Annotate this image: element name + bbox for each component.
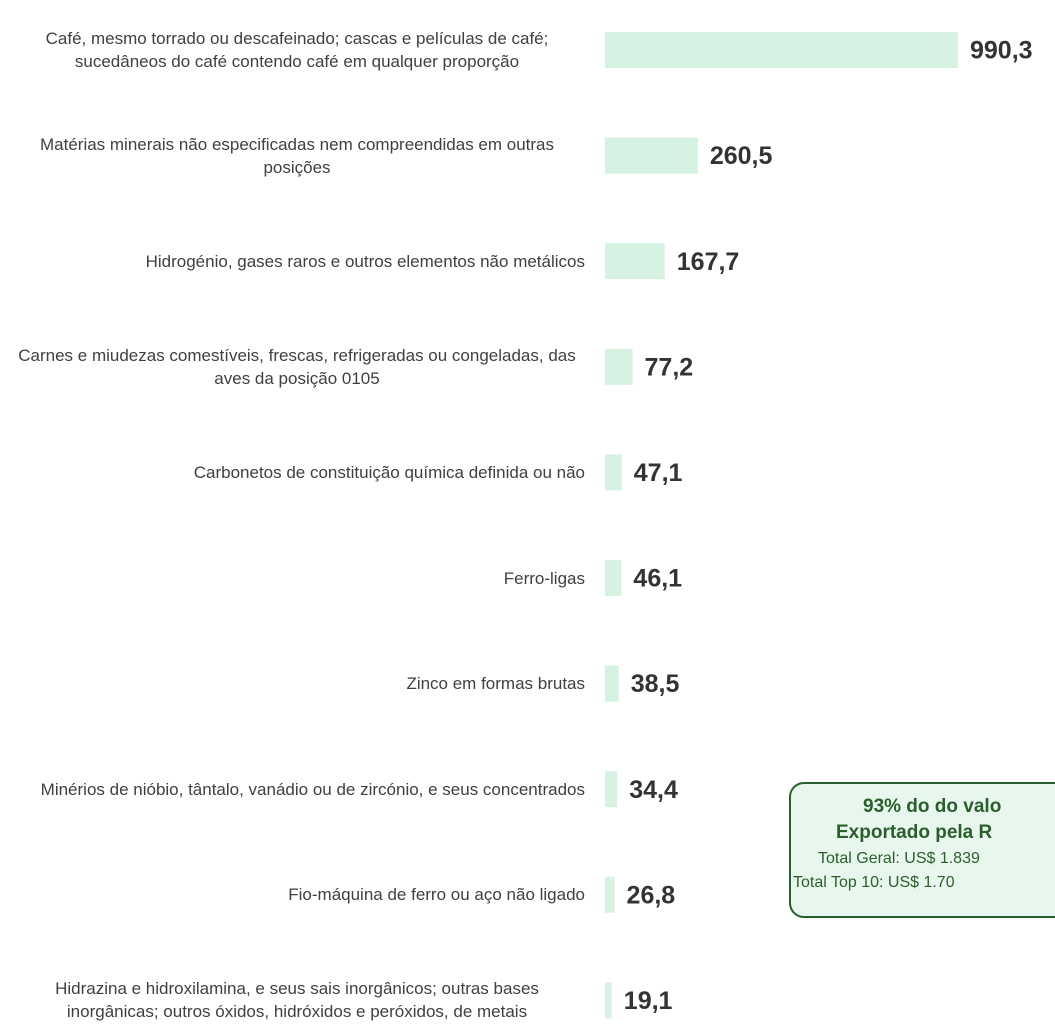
value-label: 34,4 <box>629 776 678 804</box>
category-text: Carbonetos de constituição química defin… <box>193 462 585 482</box>
category-text: Zinco em formas brutas <box>406 674 585 694</box>
category-text: Ferro-ligas <box>503 568 585 588</box>
category-text: Hidrazina e hidroxilamina, e seus sais i… <box>55 979 539 1022</box>
category-label: Café, mesmo torrado ou descafeinado; cas… <box>9 27 585 73</box>
category-text: Minérios de nióbio, tântalo, vanádio ou … <box>40 779 585 799</box>
annotation-text: Total Geral: US$ 1.839 <box>818 850 980 867</box>
value-label: 38,5 <box>631 670 680 698</box>
category-text: Matérias minerais não especificadas nem … <box>39 134 555 177</box>
category-label: Carnes e miudezas comestíveis, frescas, … <box>9 344 585 390</box>
category-label: Matérias minerais não especificadas nem … <box>9 133 585 179</box>
category-label: Fio-máquina de ferro ou aço não ligado <box>288 883 585 906</box>
value-label: 19,1 <box>624 987 673 1015</box>
category-label: Ferro-ligas <box>504 567 585 590</box>
category-text: Café, mesmo torrado ou descafeinado; cas… <box>45 29 549 71</box>
category-text: Fio-máquina de ferro ou aço não ligado <box>288 885 585 905</box>
category-label: Carbonetos de constituição química defin… <box>194 461 585 484</box>
value-label: 167,7 <box>677 248 740 276</box>
bar <box>605 876 615 913</box>
value-label: 260,5 <box>710 142 773 170</box>
value-label: 47,1 <box>634 459 683 487</box>
category-label: Zinco em formas brutas <box>406 672 585 695</box>
bar <box>605 665 619 702</box>
value-label: 77,2 <box>645 353 694 381</box>
annotation-text: 93% do do valo <box>863 796 1001 817</box>
bar <box>605 32 958 68</box>
bar <box>605 560 622 596</box>
category-label: Minérios de nióbio, tântalo, vanádio ou … <box>41 778 585 801</box>
annotation-text: Exportado pela R <box>836 822 993 843</box>
category-text: Hidrogénio, gases raros e outros element… <box>145 251 585 271</box>
bar <box>605 243 665 280</box>
bar <box>605 348 633 385</box>
value-label: 26,8 <box>627 881 676 909</box>
value-label: 46,1 <box>633 565 682 593</box>
bar <box>605 771 618 808</box>
category-text: Carnes e miudezas comestíveis, frescas, … <box>18 345 576 388</box>
annotation-text: Total Top 10: US$ 1.70 <box>793 874 955 891</box>
annotation-box <box>789 782 1055 918</box>
bar <box>605 454 622 491</box>
value-label: 990,3 <box>970 37 1033 65</box>
bar <box>605 137 698 174</box>
category-label: Hidrazina e hidroxilamina, e seus sais i… <box>9 977 585 1023</box>
category-label: Hidrogénio, gases raros e outros element… <box>146 250 585 273</box>
bar <box>605 982 612 1019</box>
